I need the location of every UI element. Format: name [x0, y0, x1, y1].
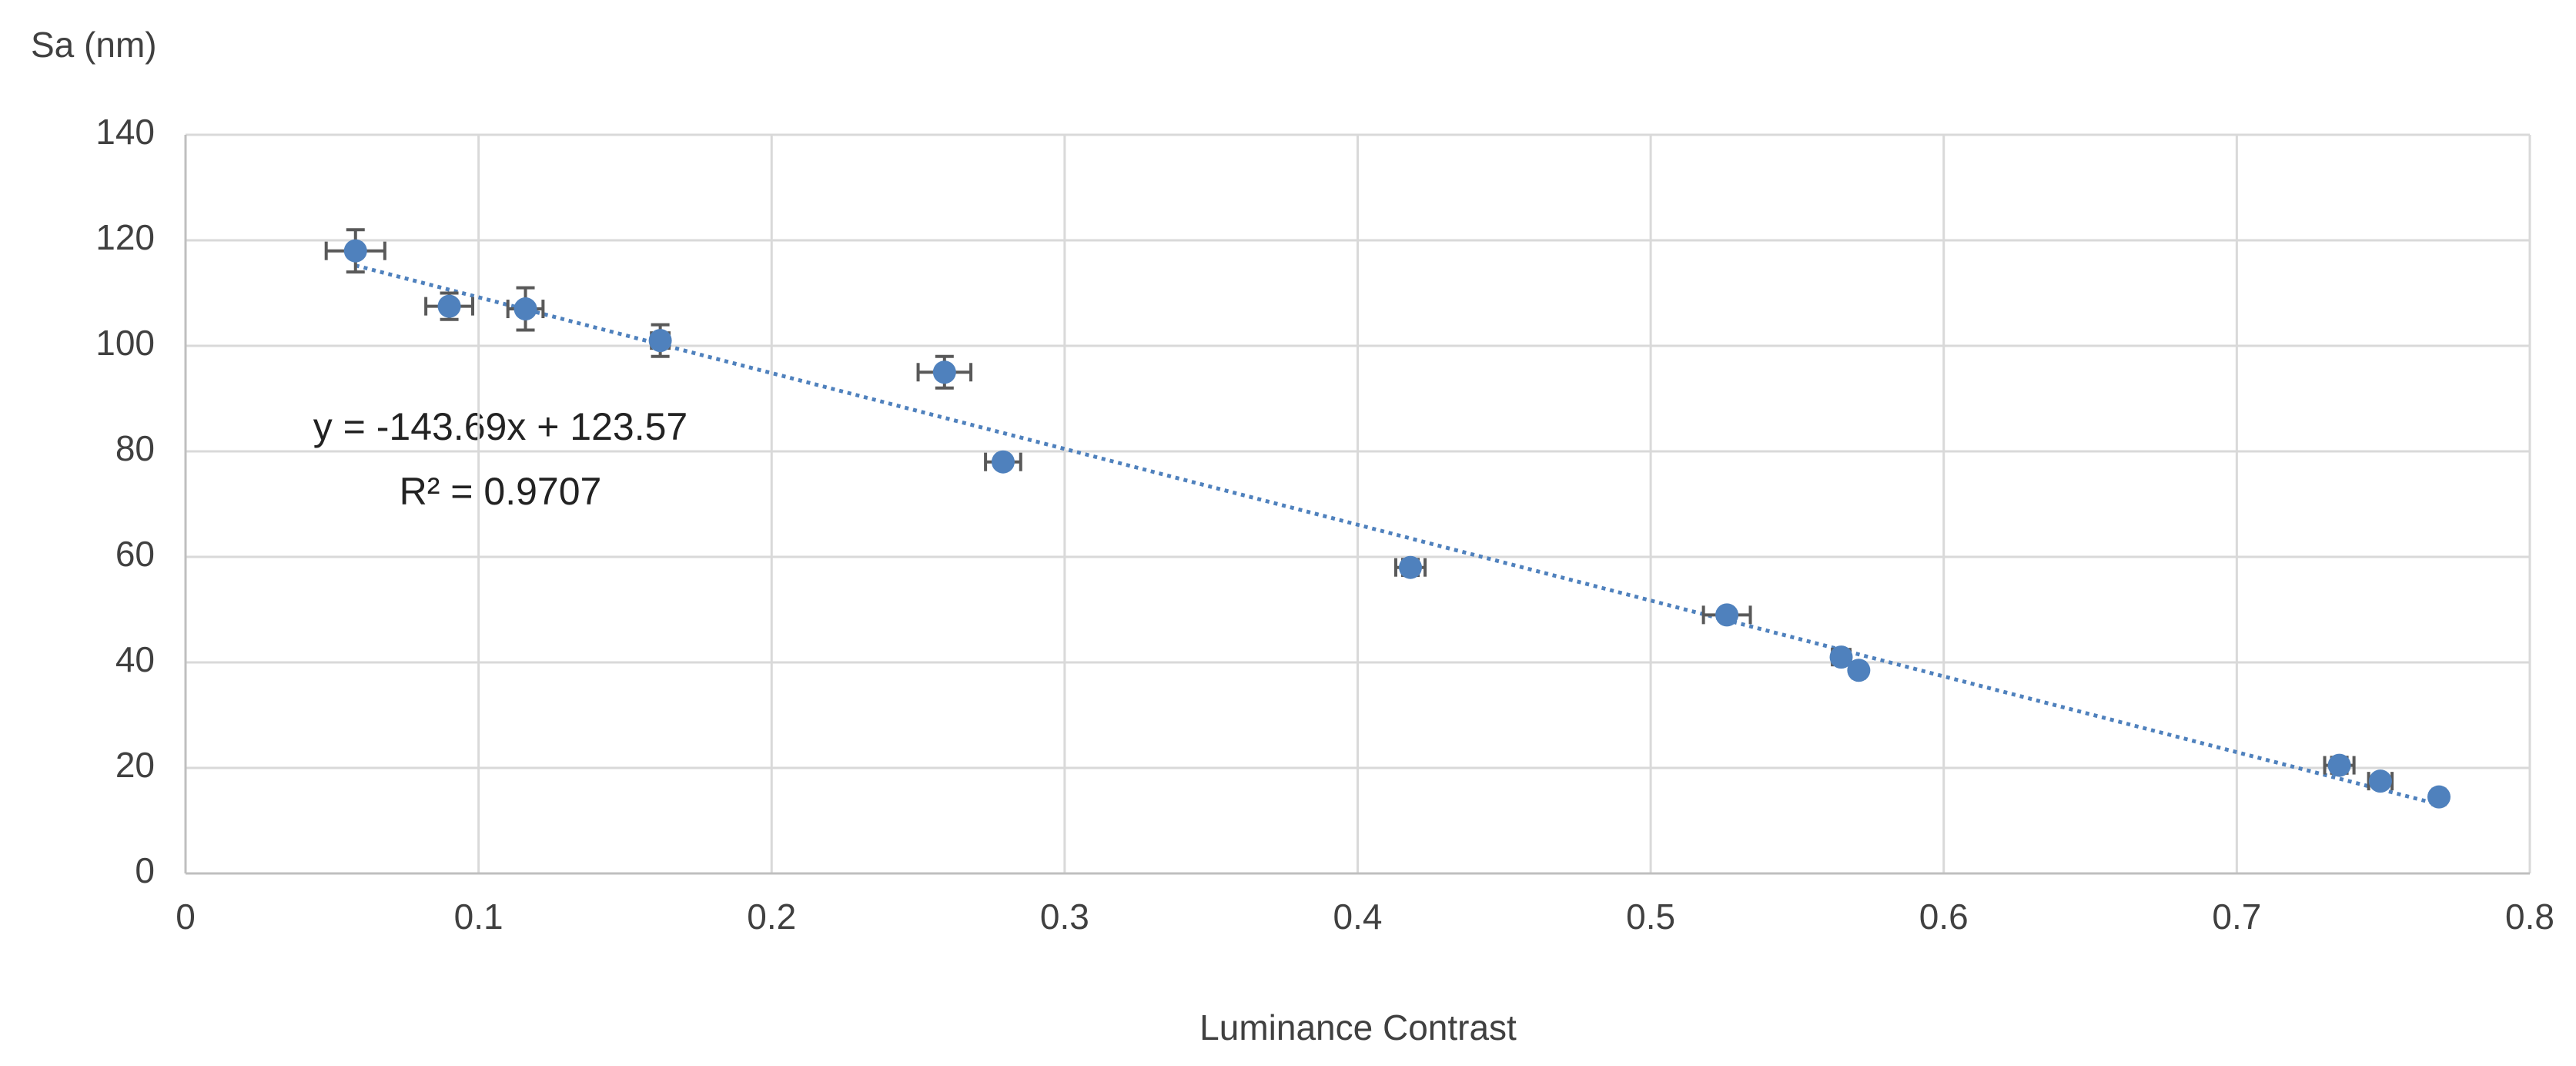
- point: [1847, 659, 1871, 682]
- y-tick-label: 120: [95, 217, 155, 257]
- x-tick-label: 0.1: [454, 897, 503, 937]
- point: [1829, 645, 1853, 669]
- y-tick-label: 80: [115, 428, 155, 468]
- point: [343, 239, 367, 263]
- trendline: [355, 263, 2440, 806]
- x-tick-label: 0.8: [2505, 897, 2554, 937]
- point: [991, 450, 1015, 474]
- y-tick-label: 60: [115, 534, 155, 574]
- x-tick-label: 0.4: [1333, 897, 1383, 937]
- point: [437, 294, 461, 318]
- x-tick-label: 0.5: [1626, 897, 1675, 937]
- point: [648, 329, 672, 353]
- point: [1715, 603, 1739, 627]
- x-axis-label: Luminance Contrast: [1199, 1007, 1517, 1048]
- x-tick-label: 0.7: [2212, 897, 2261, 937]
- trendline-r2: R² = 0.9707: [400, 470, 602, 513]
- x-tick-label: 0.3: [1040, 897, 1089, 937]
- y-tick-label: 0: [135, 850, 155, 890]
- trendline-equation: y = -143.69x + 123.57: [313, 405, 687, 448]
- y-tick-label: 140: [95, 112, 155, 152]
- y-tick-label: 100: [95, 323, 155, 363]
- y-axis-label: Sa (nm): [31, 25, 157, 65]
- y-tick-label: 40: [115, 639, 155, 679]
- x-tick-label: 0.2: [747, 897, 796, 937]
- point: [1399, 555, 1423, 579]
- point: [514, 297, 537, 321]
- point: [2368, 769, 2392, 793]
- point: [2427, 785, 2451, 809]
- point: [932, 360, 956, 384]
- x-tick-label: 0.6: [1919, 897, 1969, 937]
- y-tick-label: 20: [115, 745, 155, 785]
- point: [2327, 753, 2351, 777]
- x-tick-label: 0: [176, 897, 196, 937]
